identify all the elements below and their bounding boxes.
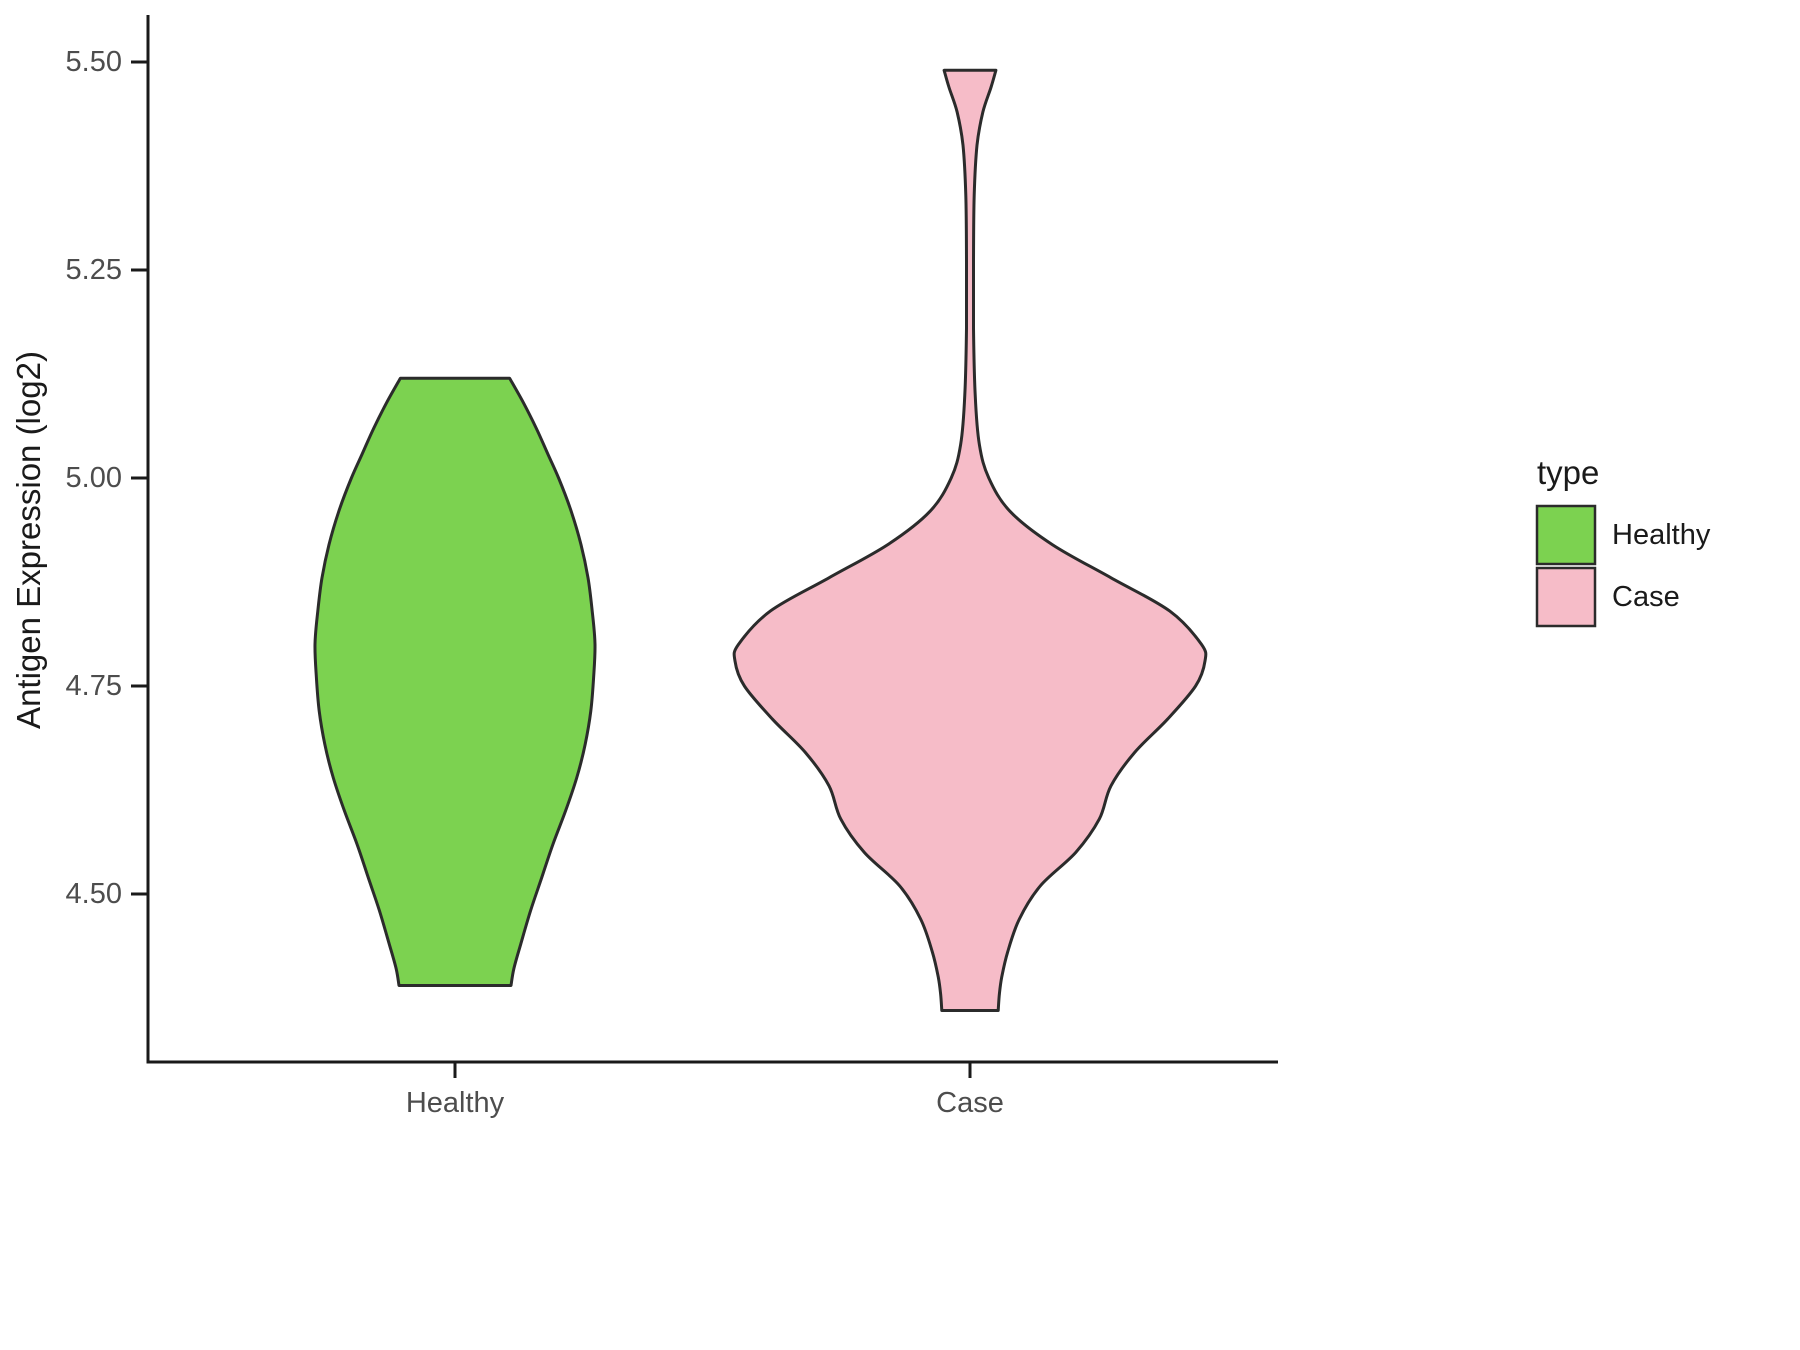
violin-case: [732, 68, 1208, 1012]
legend-swatch-case: [1535, 566, 1597, 628]
legend: type Healthy Case: [1535, 454, 1711, 628]
legend-title: type: [1537, 454, 1599, 491]
legend-label-healthy: Healthy: [1612, 519, 1711, 551]
y-tick-label: 5.50: [66, 46, 122, 78]
violin-healthy: [313, 376, 597, 987]
y-tick-label: 4.75: [66, 670, 122, 702]
legend-swatch-healthy: [1535, 504, 1597, 566]
x-tick-label-case: Case: [936, 1087, 1004, 1119]
y-tick-label: 5.00: [66, 462, 122, 494]
violins-layer: [313, 68, 1208, 1012]
legend-label-case: Case: [1612, 581, 1680, 613]
y-axis-title: Antigen Expression (log2): [10, 351, 47, 729]
x-tick-label-healthy: Healthy: [406, 1087, 505, 1119]
y-tick-label: 5.25: [66, 254, 122, 286]
y-tick-label: 4.50: [66, 878, 122, 910]
